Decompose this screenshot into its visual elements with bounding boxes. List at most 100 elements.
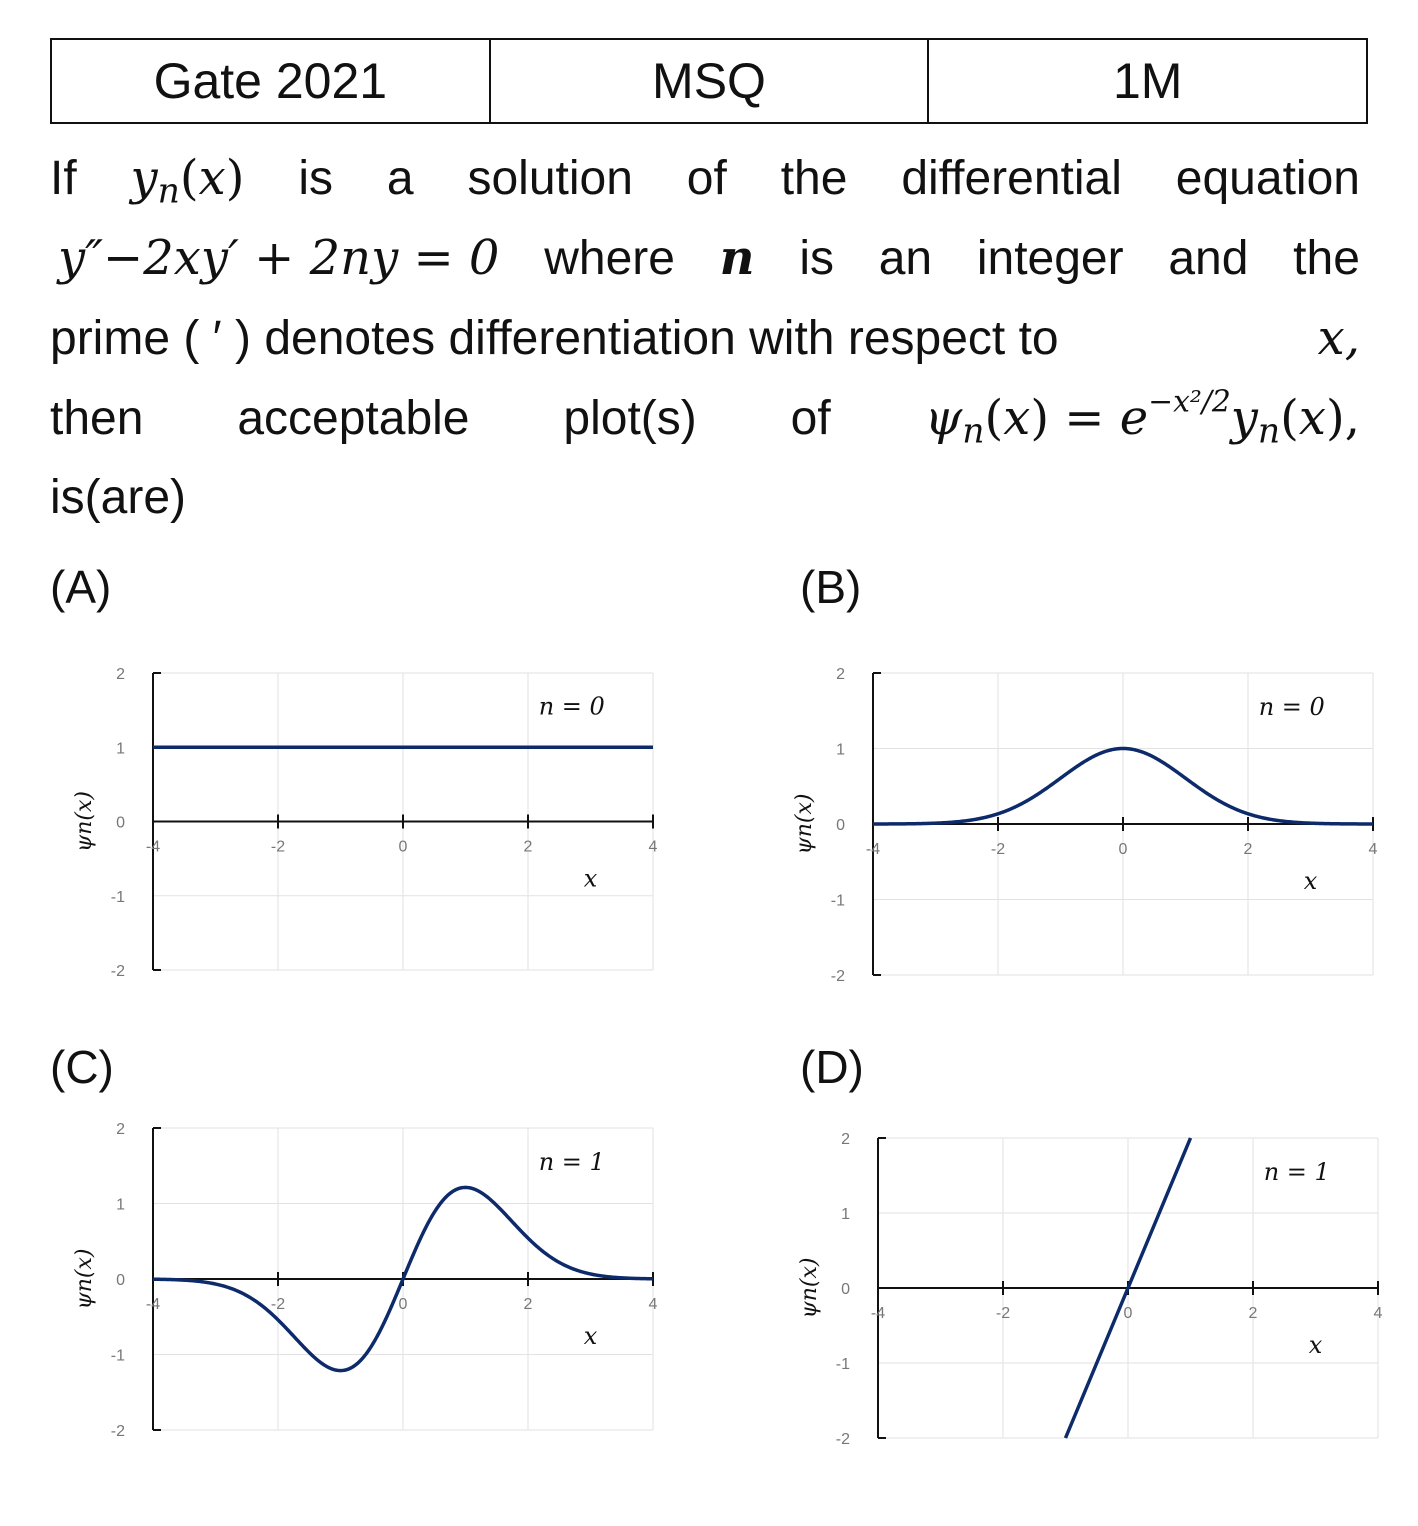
question-line-1: If yn(x) is a solution of the differenti…: [50, 138, 1360, 218]
n-label: n = 1: [539, 1148, 605, 1176]
x-tick-label: 4: [649, 1296, 658, 1313]
y-axis-label: ψn(x): [72, 1249, 97, 1310]
question-line-5: is(are): [50, 458, 1360, 538]
y-tick-label: -1: [111, 1348, 125, 1365]
y-tick-label: -1: [111, 889, 125, 906]
word-where: where: [544, 232, 675, 285]
x-tick-label: 2: [1244, 841, 1253, 858]
differential-equation: y″−2xy′ + 2ny = 0: [58, 230, 500, 286]
n-bold: n: [719, 230, 755, 286]
exam-cell: Gate 2021: [52, 40, 491, 122]
word: the: [1293, 232, 1360, 285]
word: then: [50, 392, 144, 445]
plot-a-svg: -4 -2 0 2 4 2 1 0 -1 -2 x ψn(x) n = 0: [72, 666, 658, 980]
word: an: [878, 232, 933, 285]
chart-b: -4 -2 0 2 4 2 1 0 -1 -2 x ψn(x) n = 0: [792, 666, 1378, 985]
plot-a: -4 -2 0 2 4 2 1 0 -1 -2 x ψn(x) n = 0: [50, 655, 670, 985]
question-line-2: y″−2xy′ + 2ny = 0 where n is an integer …: [50, 218, 1360, 298]
plot-b-svg: -4 -2 0 2 4 2 1 0 -1 -2 x ψn(x) n = 0: [792, 666, 1378, 985]
word: is: [799, 232, 834, 285]
x-tick-label: -4: [146, 839, 160, 856]
y-tick-label: -2: [111, 1423, 125, 1440]
y-tick-label: 0: [116, 815, 125, 832]
option-label-d[interactable]: (D): [800, 1041, 864, 1093]
x-tick-label: 2: [1249, 1305, 1258, 1322]
x-axis-label: x: [584, 865, 598, 893]
y-tick-label: 0: [841, 1281, 850, 1298]
word: solution: [467, 152, 633, 205]
y-tick-label: 1: [116, 1197, 125, 1214]
x-tick-label: 2: [524, 1296, 533, 1313]
y-axis-label: ψn(x): [792, 794, 817, 855]
x-tick-label: -2: [271, 1296, 285, 1313]
question-type-cell: MSQ: [491, 40, 930, 122]
x-tick-label: 4: [1369, 841, 1378, 858]
x-tick-label: -4: [866, 841, 880, 858]
y-axis-label: ψn(x): [72, 791, 97, 852]
y-axis-label: ψn(x): [797, 1258, 822, 1319]
y-tick-label: 1: [841, 1206, 850, 1223]
word: integer: [976, 232, 1124, 285]
plot-b: -4 -2 0 2 4 2 1 0 -1 -2 x ψn(x) n = 0: [778, 655, 1398, 990]
plot-d-svg: -4 -2 0 2 4 2 1 0 -1 -2 x ψn(x) n = 1: [797, 1131, 1383, 1448]
series-line: [873, 746, 1373, 826]
y-tick-label: 2: [836, 666, 845, 683]
word: a: [386, 152, 414, 205]
chart-d: -4 -2 0 2 4 2 1 0 -1 -2 x ψn(x) n = 1: [797, 1131, 1383, 1448]
option-label-b[interactable]: (B): [800, 561, 862, 613]
y-tick-label: -1: [831, 893, 845, 910]
question-line-4: then acceptable plot(s) of ψn(x) = e−x²/…: [50, 378, 1360, 458]
plot-c: -4 -2 0 2 4 2 1 0 -1 -2 x ψn(x) n = 1: [50, 1110, 670, 1445]
n-label: n = 0: [1259, 693, 1325, 721]
x-tick-label: 4: [1374, 1305, 1383, 1322]
x-tick-label: 0: [399, 1296, 408, 1313]
chart-a: -4 -2 0 2 4 2 1 0 -1 -2 x ψn(x) n = 0: [72, 666, 658, 980]
series-line: [1063, 1137, 1193, 1439]
marks-cell: 1M: [1112, 53, 1183, 109]
word: plot(s): [563, 392, 697, 445]
question-text: If yn(x) is a solution of the differenti…: [50, 138, 1360, 538]
line3-text: prime ( ′ ) denotes differentiation with…: [50, 312, 1059, 365]
psi-definition: ψn(x) = e−x²/2yn(x),: [924, 384, 1360, 452]
plot-d: -4 -2 0 2 4 2 1 0 -1 -2 x ψn(x) n = 1: [778, 1118, 1398, 1450]
question-line-3: prime ( ′ ) denotes differentiation with…: [50, 298, 1360, 378]
x-tick-label: 4: [649, 839, 658, 856]
y-tick-label: 1: [836, 742, 845, 759]
word: of: [790, 392, 831, 445]
word: is: [298, 152, 334, 205]
y-tick-label: -2: [831, 968, 845, 985]
plot-c-svg: -4 -2 0 2 4 2 1 0 -1 -2 x ψn(x) n = 1: [72, 1121, 658, 1440]
x-tick-label: -4: [871, 1305, 885, 1322]
x-tick-label: 0: [1119, 841, 1128, 858]
y-tick-label: 0: [836, 817, 845, 834]
x-tick-label: 0: [399, 839, 408, 856]
option-label-a[interactable]: (A): [50, 561, 112, 613]
x-tick-label: 0: [1124, 1305, 1133, 1322]
x-tick-label: -2: [996, 1305, 1010, 1322]
option-label-c[interactable]: (C): [50, 1041, 114, 1093]
header-table: Gate 2021 MSQ 1M: [50, 38, 1368, 124]
series-line: [152, 1185, 654, 1373]
y-tick-label: 0: [116, 1272, 125, 1289]
y-tick-label: 2: [116, 1121, 125, 1138]
x-tick-label: -4: [146, 1296, 160, 1313]
chart-c: -4 -2 0 2 4 2 1 0 -1 -2 x ψn(x) n = 1: [72, 1121, 658, 1440]
x-var: x,: [1317, 310, 1360, 366]
x-tick-label: 2: [524, 839, 533, 856]
word: the: [780, 152, 848, 205]
x-axis-label: x: [1304, 867, 1318, 895]
x-axis-label: x: [584, 1322, 598, 1350]
word: and: [1168, 232, 1249, 285]
y-tick-label: -2: [111, 963, 125, 980]
word: differential: [901, 152, 1122, 205]
y-tick-label: 2: [841, 1131, 850, 1148]
word: equation: [1175, 152, 1360, 205]
y-tick-label: -1: [836, 1356, 850, 1373]
line5-text: is(are): [50, 471, 187, 524]
word: If: [50, 152, 77, 205]
word: of: [686, 152, 727, 205]
n-label: n = 0: [539, 692, 605, 720]
y-tick-label: 2: [116, 666, 125, 683]
y-tick-label: 1: [116, 740, 125, 757]
y-tick-label: -2: [836, 1431, 850, 1448]
